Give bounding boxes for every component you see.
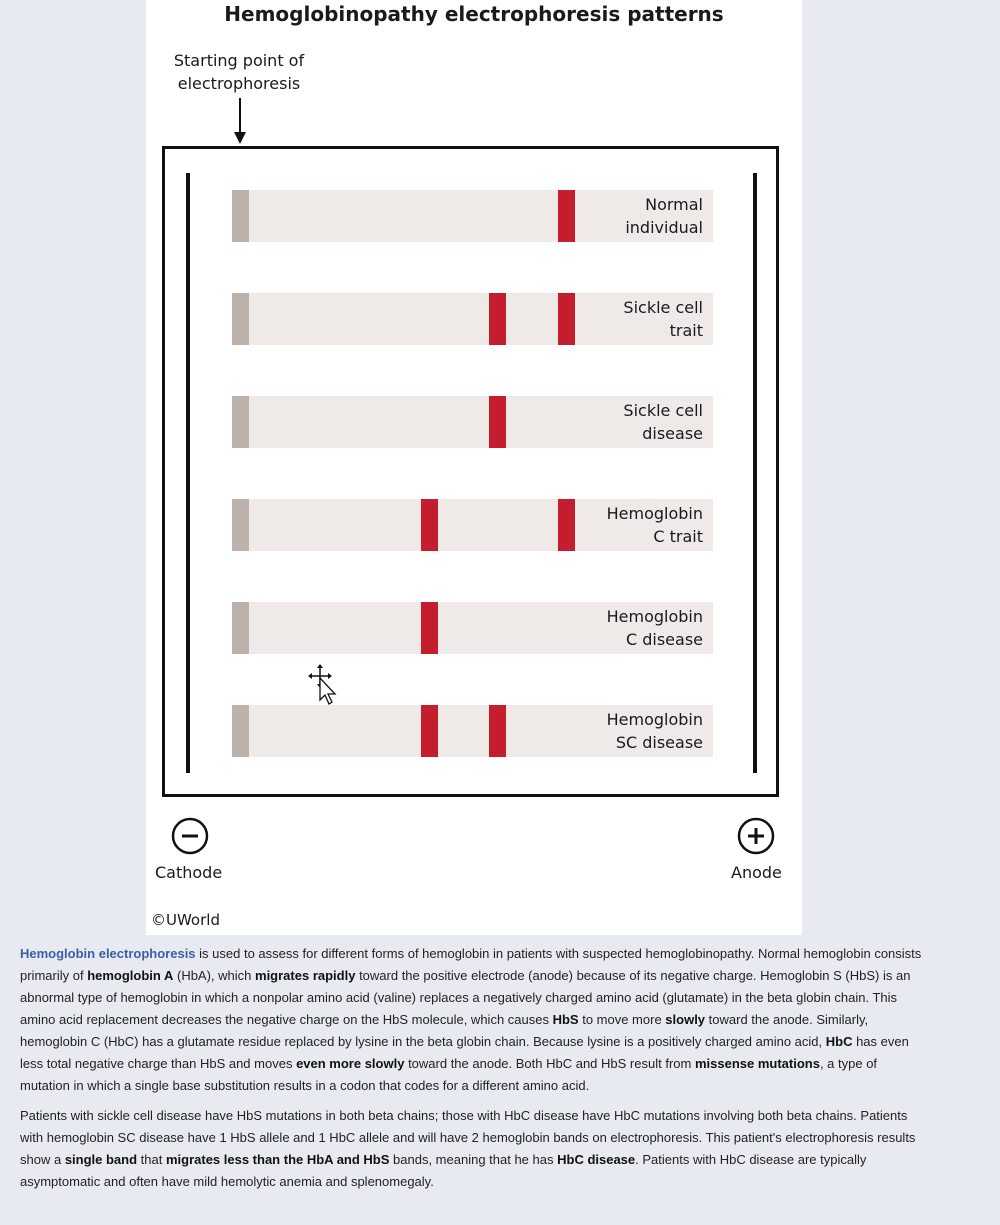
sample-well	[232, 396, 249, 448]
sample-well	[232, 499, 249, 551]
cathode-bar	[186, 173, 190, 773]
band-hbc	[421, 705, 438, 757]
text-run: is used to assess for different forms of…	[20, 946, 922, 983]
sample-well	[232, 705, 249, 757]
band-hbs	[489, 293, 506, 345]
emphasis: HbS	[552, 1012, 579, 1027]
text-run: , a type of mutation in which a single b…	[20, 1056, 878, 1093]
starting-point-label-line1: Starting point of	[173, 51, 305, 70]
band-hba	[558, 499, 575, 551]
starting-point-label-line2: electrophoresis	[177, 74, 301, 93]
anode-label: Anode	[731, 863, 782, 882]
cathode-label: Cathode	[155, 863, 223, 882]
band-hba	[558, 293, 575, 345]
text-run: that	[137, 1152, 166, 1167]
emphasis: hemoglobin A	[87, 968, 174, 983]
text-run: (HbA), which	[173, 968, 256, 983]
text-run: has even less total negative charge than…	[20, 1034, 909, 1071]
band-hbc	[421, 499, 438, 551]
term-link[interactable]: Hemoglobin electrophoresis	[20, 946, 196, 961]
lane-label: Hemoglobin C trait	[606, 504, 703, 546]
lane: Hemoglobin SC disease	[232, 705, 713, 757]
lane: Normal individual	[232, 190, 713, 242]
emphasis: HbC disease	[557, 1152, 636, 1167]
down-arrow-icon	[234, 98, 246, 144]
explanation-text: Hemoglobin electrophoresis is used to as…	[20, 943, 925, 1201]
starting-point-label: Starting point of electrophoresis	[154, 49, 324, 95]
lane: Hemoglobin C trait	[232, 499, 713, 551]
emphasis: migrates rapidly	[255, 968, 356, 983]
emphasis: HbC	[825, 1034, 853, 1049]
emphasis: single band	[64, 1152, 138, 1167]
text-run: toward the anode. Similarly, hemoglobin …	[20, 1012, 869, 1049]
explanation-paragraph-1: Hemoglobin electrophoresis is used to as…	[20, 943, 925, 1097]
move-cursor-icon	[308, 664, 337, 705]
band-hba	[558, 190, 575, 242]
band-hbs	[489, 396, 506, 448]
minus-icon	[171, 817, 209, 855]
explanation-paragraph-2: Patients with sickle cell disease have H…	[20, 1105, 925, 1193]
lane-label: Hemoglobin SC disease	[606, 710, 703, 752]
text-run: . Patients with HbC disease are typicall…	[20, 1152, 867, 1189]
lane-label: Hemoglobin C disease	[606, 607, 703, 649]
text-run: to move more	[578, 1012, 666, 1027]
lane-label: Sickle cell trait	[623, 298, 703, 340]
sample-well	[232, 293, 249, 345]
emphasis: missense mutations	[694, 1056, 820, 1071]
lane-label: Normal individual	[625, 195, 703, 237]
gel-chamber	[162, 146, 779, 797]
emphasis: slowly	[665, 1012, 706, 1027]
emphasis: even more slowly	[296, 1056, 405, 1071]
electrophoresis-figure: Hemoglobinopathy electrophoresis pattern…	[146, 0, 802, 935]
text-run: toward the positive electrode (anode) be…	[20, 968, 911, 1027]
lane: Hemoglobin C disease	[232, 602, 713, 654]
sample-well	[232, 190, 249, 242]
anode-bar	[753, 173, 757, 773]
band-hbs	[489, 705, 506, 757]
lane: Sickle cell trait	[232, 293, 713, 345]
emphasis: migrates less than the HbA and HbS	[165, 1152, 390, 1167]
plus-icon	[737, 817, 775, 855]
text-run: bands, meaning that he has	[389, 1152, 558, 1167]
text-run: Patients with sickle cell disease have H…	[20, 1108, 916, 1167]
lane-label: Sickle cell disease	[623, 401, 703, 443]
text-run: toward the anode. Both HbC and HbS resul…	[404, 1056, 695, 1071]
figure-title: Hemoglobinopathy electrophoresis pattern…	[224, 2, 724, 26]
sample-well	[232, 602, 249, 654]
copyright: ©UWorld	[151, 911, 220, 929]
lane: Sickle cell disease	[232, 396, 713, 448]
band-hbc	[421, 602, 438, 654]
